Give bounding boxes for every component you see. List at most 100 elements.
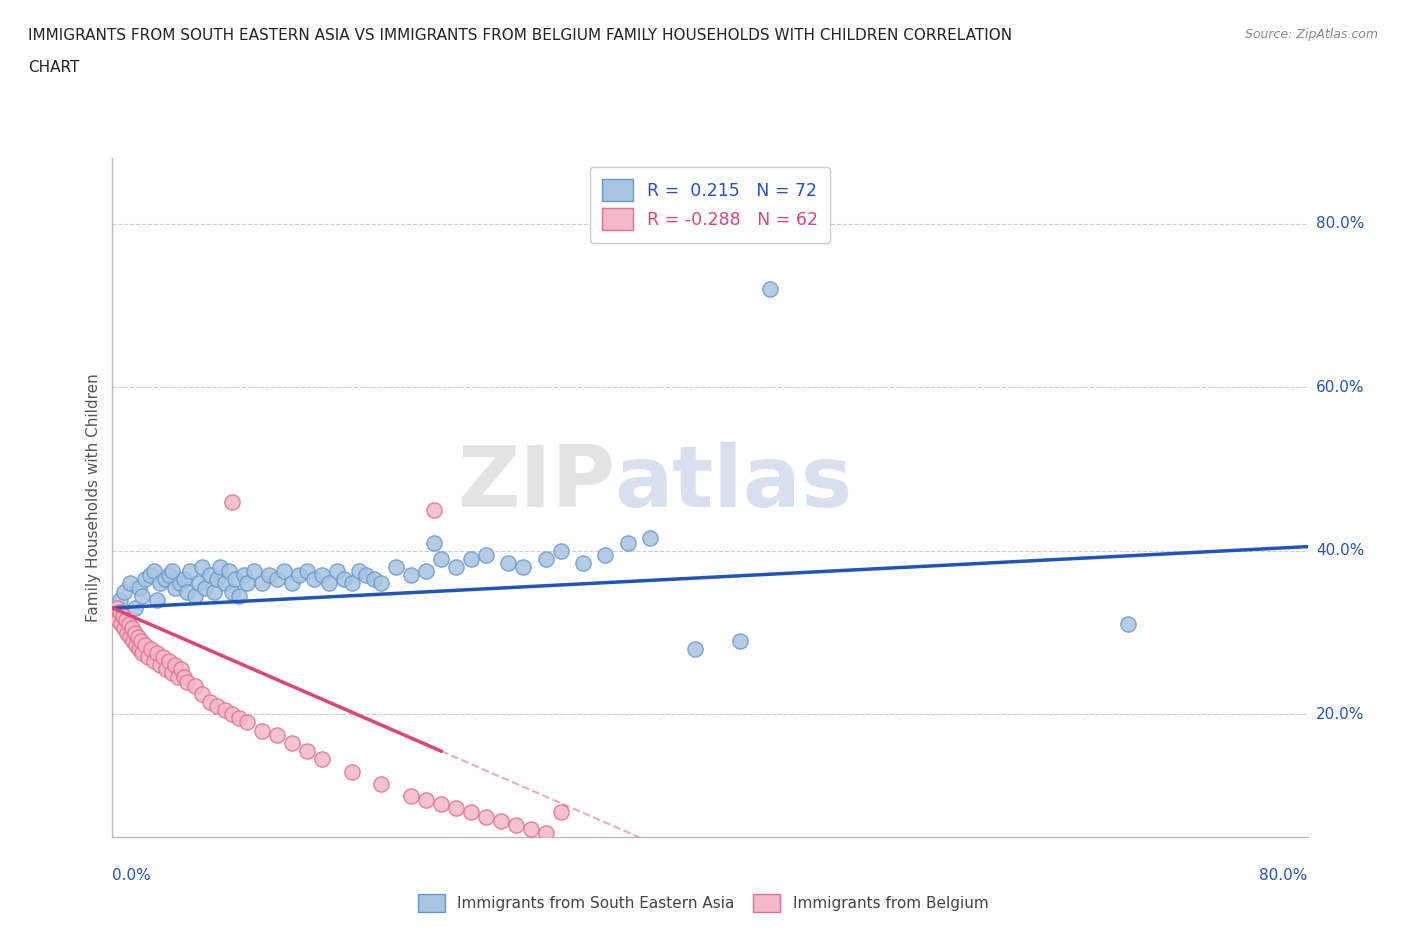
Point (111, 609, 134, 624)
Point (120, 576, 142, 591)
Text: 80.0%: 80.0% (1316, 216, 1364, 231)
Point (281, 576, 304, 591)
Point (104, 609, 127, 624)
Point (114, 584, 135, 599)
Point (176, 674, 198, 689)
Point (295, 564, 318, 578)
Point (534, 826, 557, 841)
Point (617, 535, 640, 550)
Point (221, 494, 243, 509)
Point (218, 564, 240, 578)
Point (250, 724, 273, 738)
Point (202, 584, 225, 599)
Point (347, 564, 370, 578)
Point (176, 584, 198, 599)
Point (415, 564, 437, 578)
Point (460, 805, 482, 820)
Legend: R =  0.215   N = 72, R = -0.288   N = 62: R = 0.215 N = 72, R = -0.288 N = 62 (589, 166, 831, 243)
Point (520, 821, 543, 836)
Point (363, 572, 385, 587)
Point (228, 711, 250, 725)
Point (165, 658, 187, 672)
Point (125, 637, 148, 652)
Point (105, 601, 128, 616)
Point (194, 580, 217, 595)
Point (422, 502, 444, 517)
Point (134, 572, 156, 587)
Point (188, 576, 211, 591)
Text: 20.0%: 20.0% (1316, 707, 1364, 722)
Y-axis label: Family Households with Children: Family Households with Children (86, 373, 101, 622)
Point (224, 572, 246, 587)
Point (173, 572, 195, 587)
Point (120, 630, 142, 644)
Point (165, 580, 187, 595)
Point (430, 797, 453, 812)
Text: atlas: atlas (614, 443, 852, 525)
Point (311, 568, 333, 583)
Point (489, 813, 512, 828)
Point (191, 686, 214, 701)
Point (155, 662, 177, 677)
Point (444, 560, 467, 575)
Point (162, 564, 183, 578)
Point (340, 576, 363, 591)
Point (318, 576, 340, 591)
Point (169, 576, 191, 591)
Point (243, 564, 266, 578)
Point (183, 678, 205, 693)
Point (121, 621, 143, 636)
Point (759, 282, 782, 297)
Point (127, 630, 149, 644)
Point (505, 817, 527, 832)
Point (430, 551, 453, 566)
Point (143, 654, 166, 669)
Point (281, 736, 304, 751)
Point (266, 572, 288, 587)
Point (475, 809, 498, 824)
Point (179, 564, 201, 578)
Point (273, 564, 295, 578)
Point (152, 650, 174, 665)
Text: IMMIGRANTS FROM SOUTH EASTERN ASIA VS IMMIGRANTS FROM BELGIUM FAMILY HOUSEHOLDS : IMMIGRANTS FROM SOUTH EASTERN ASIA VS IM… (28, 28, 1012, 43)
Point (107, 613, 129, 628)
Point (325, 564, 347, 578)
Point (183, 589, 205, 604)
Point (302, 572, 325, 587)
Point (340, 764, 363, 779)
Point (198, 695, 221, 710)
Point (250, 576, 273, 591)
Point (162, 666, 183, 681)
Point (401, 568, 423, 583)
Point (370, 576, 392, 591)
Point (221, 707, 243, 722)
Point (170, 662, 193, 677)
Point (444, 801, 467, 816)
Point (683, 642, 706, 657)
Point (149, 576, 172, 591)
Point (143, 564, 166, 578)
Point (128, 580, 150, 595)
Point (122, 633, 145, 648)
Point (124, 601, 146, 616)
Text: ZIP: ZIP (457, 443, 614, 525)
Point (149, 658, 172, 672)
Point (422, 535, 444, 550)
Point (214, 576, 236, 591)
Point (134, 637, 156, 652)
Point (1118, 617, 1140, 631)
Point (638, 531, 662, 546)
Point (385, 560, 408, 575)
Point (415, 792, 437, 807)
Point (167, 670, 190, 684)
Text: 80.0%: 80.0% (1260, 868, 1308, 883)
Point (198, 568, 221, 583)
Point (728, 633, 751, 648)
Point (266, 727, 288, 742)
Point (475, 548, 498, 563)
Point (572, 555, 595, 570)
Point (228, 589, 250, 604)
Point (370, 777, 392, 791)
Point (259, 568, 281, 583)
Text: 40.0%: 40.0% (1316, 543, 1364, 558)
